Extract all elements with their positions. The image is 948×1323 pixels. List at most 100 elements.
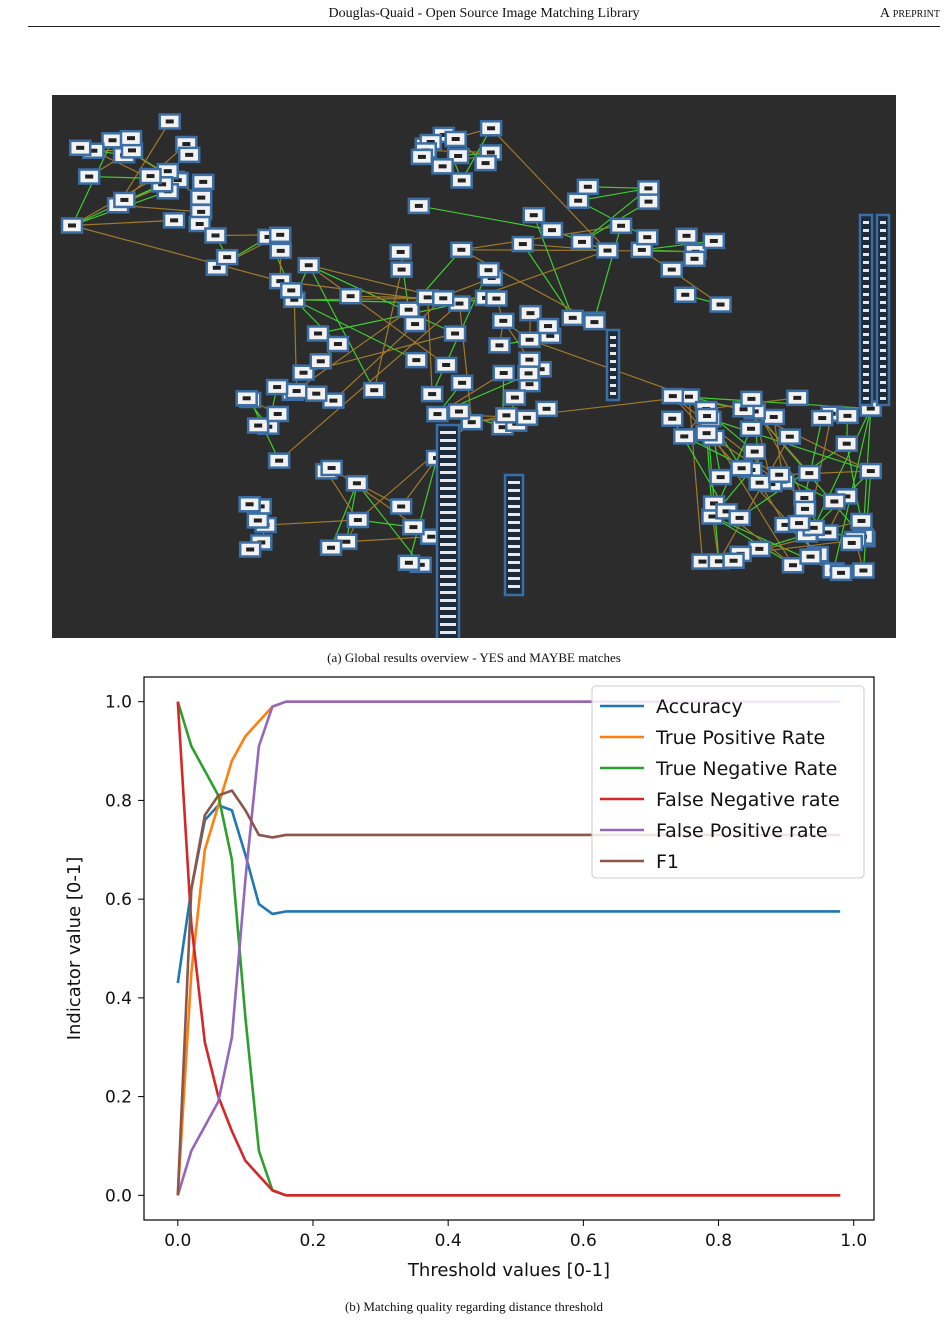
- graph-node-thumbnail: [479, 120, 503, 137]
- x-tick-label: 0.8: [705, 1231, 732, 1251]
- series-line-false-positive-rate: [176, 700, 841, 1196]
- graph-node-thumbnail: [517, 365, 540, 382]
- graph-node-thumbnail: [722, 552, 745, 570]
- graph-node-thumbnail: [492, 364, 515, 382]
- graph-edge: [688, 396, 704, 562]
- graph-node-thumbnail: [767, 466, 791, 483]
- graph-node-thumbnail: [850, 512, 873, 530]
- graph-node-thumbnail: [139, 167, 162, 185]
- graph-node-thumbnail: [477, 261, 500, 279]
- graph-node-thumbnail: [285, 382, 308, 400]
- legend-entry: F1: [600, 851, 679, 873]
- series-line-f1: [176, 789, 841, 1196]
- graph-node-thumbnail: [407, 197, 431, 215]
- graph-node-thumbnail: [660, 261, 683, 278]
- graph-node-thumbnail: [450, 172, 473, 189]
- graph-node-thumbnail: [450, 241, 473, 259]
- legend-box: [591, 685, 865, 879]
- graph-node-thumbnail: [420, 385, 444, 403]
- graph-node-thumbnail: [246, 417, 270, 434]
- y-tick-label: 0.6: [105, 890, 132, 910]
- graph-node-thumbnail: [503, 389, 527, 406]
- graph-node-thumbnail: [268, 226, 292, 244]
- graph-edge: [418, 205, 553, 231]
- graph-edge: [593, 225, 622, 320]
- graph-edge: [461, 249, 608, 252]
- graph-node-thumbnail: [158, 113, 181, 130]
- graph-node-thumbnail: [403, 315, 427, 333]
- graph-node-thumbnail: [177, 146, 201, 164]
- graph-node-thumbnail: [485, 290, 508, 307]
- graph-node-thumbnail: [189, 189, 213, 206]
- graph-node-column: [858, 213, 874, 407]
- chart-svg: 0.0 0.2 0.4 0.6 0.8 1.0 0.0 0.2 0.4 0.6 0.8 1.0 Acc…: [64, 676, 875, 1281]
- y-tick-label: 1.0: [105, 693, 132, 713]
- graph-node-thumbnail: [566, 192, 590, 209]
- y-tick-label: 0.0: [105, 1186, 132, 1206]
- graph-edge: [533, 214, 574, 319]
- graph-node-thumbnail: [320, 459, 343, 477]
- graph-node-thumbnail: [319, 539, 343, 556]
- graph-node-thumbnail: [637, 193, 660, 210]
- graph-node-thumbnail: [297, 256, 320, 274]
- graph-node-thumbnail: [511, 235, 535, 253]
- page-header: Douglas-Quaid - Open Source Image Matchi…: [28, 0, 940, 27]
- graph-node-column: [605, 328, 621, 402]
- graph-node-thumbnail: [596, 242, 619, 259]
- y-tick-label: 0.8: [105, 791, 132, 811]
- x-tick-label: 0.4: [435, 1231, 462, 1251]
- graph-node-thumbnail: [829, 564, 853, 582]
- graph-node-thumbnail: [793, 500, 817, 518]
- graph-node-thumbnail: [60, 217, 84, 234]
- graph-node-thumbnail: [363, 381, 386, 399]
- graph-node-thumbnail: [119, 129, 143, 147]
- figure-b-caption: (b) Matching quality regarding distance …: [344, 1299, 604, 1314]
- graph-node-thumbnail: [443, 325, 467, 342]
- graph-node-thumbnail: [389, 498, 413, 515]
- graph-node-thumbnail: [799, 548, 822, 565]
- graph-node-thumbnail: [672, 428, 696, 445]
- graph-node-thumbnail: [397, 554, 421, 572]
- graph-node-thumbnail: [444, 130, 467, 148]
- graph-node-thumbnail: [431, 158, 454, 175]
- graph-node-thumbnail: [695, 407, 719, 425]
- graph-node-thumbnail: [474, 154, 497, 172]
- graph-node-thumbnail: [561, 309, 584, 327]
- graph-edge: [71, 219, 175, 227]
- threshold-chart: 0.0 0.2 0.4 0.6 0.8 1.0 0.0 0.2 0.4 0.6 0.8 1.0 Acc…: [60, 672, 880, 1292]
- graph-node-thumbnail: [661, 387, 685, 405]
- graph-node-thumbnail: [798, 464, 821, 482]
- graph-overview-figure: [52, 95, 896, 638]
- paper-title: Douglas-Quaid - Open Source Image Matchi…: [328, 6, 640, 21]
- graph-node-thumbnail: [739, 420, 763, 438]
- graph-node-thumbnail: [675, 227, 698, 245]
- graph-edge: [522, 243, 608, 252]
- graph-node-thumbnail: [238, 496, 261, 513]
- legend-label: False Positive rate: [656, 820, 828, 842]
- graph-node-thumbnail: [390, 261, 413, 278]
- graph-node-thumbnail: [326, 335, 350, 353]
- y-tick-label: 0.4: [105, 989, 132, 1009]
- graph-node-thumbnail: [835, 435, 858, 452]
- graph-node-thumbnail: [68, 139, 92, 157]
- graph-node-thumbnail: [840, 534, 864, 552]
- graph-visualization: [60, 113, 891, 638]
- graph-node-thumbnail: [215, 248, 239, 266]
- graph-node-thumbnail: [266, 405, 289, 423]
- series-line-false-negative-rate: [176, 701, 841, 1197]
- graph-node-thumbnail: [434, 356, 458, 374]
- graph-node-thumbnail: [389, 243, 412, 261]
- graph-edge: [117, 121, 171, 206]
- graph-node-thumbnail: [609, 217, 633, 235]
- graph-node-thumbnail: [238, 541, 262, 558]
- graph-edge: [71, 224, 281, 282]
- graph-node-thumbnail: [267, 452, 291, 469]
- graph-node-thumbnail: [683, 250, 706, 268]
- legend-label: False Negative rate: [656, 789, 840, 811]
- graph-node-thumbnail: [269, 242, 292, 260]
- graph-edge: [490, 127, 608, 251]
- graph-node-thumbnail: [852, 562, 875, 579]
- graph-node-thumbnail: [636, 228, 659, 246]
- x-tick-label: 1.0: [840, 1231, 867, 1251]
- graph-node-thumbnail: [576, 178, 600, 196]
